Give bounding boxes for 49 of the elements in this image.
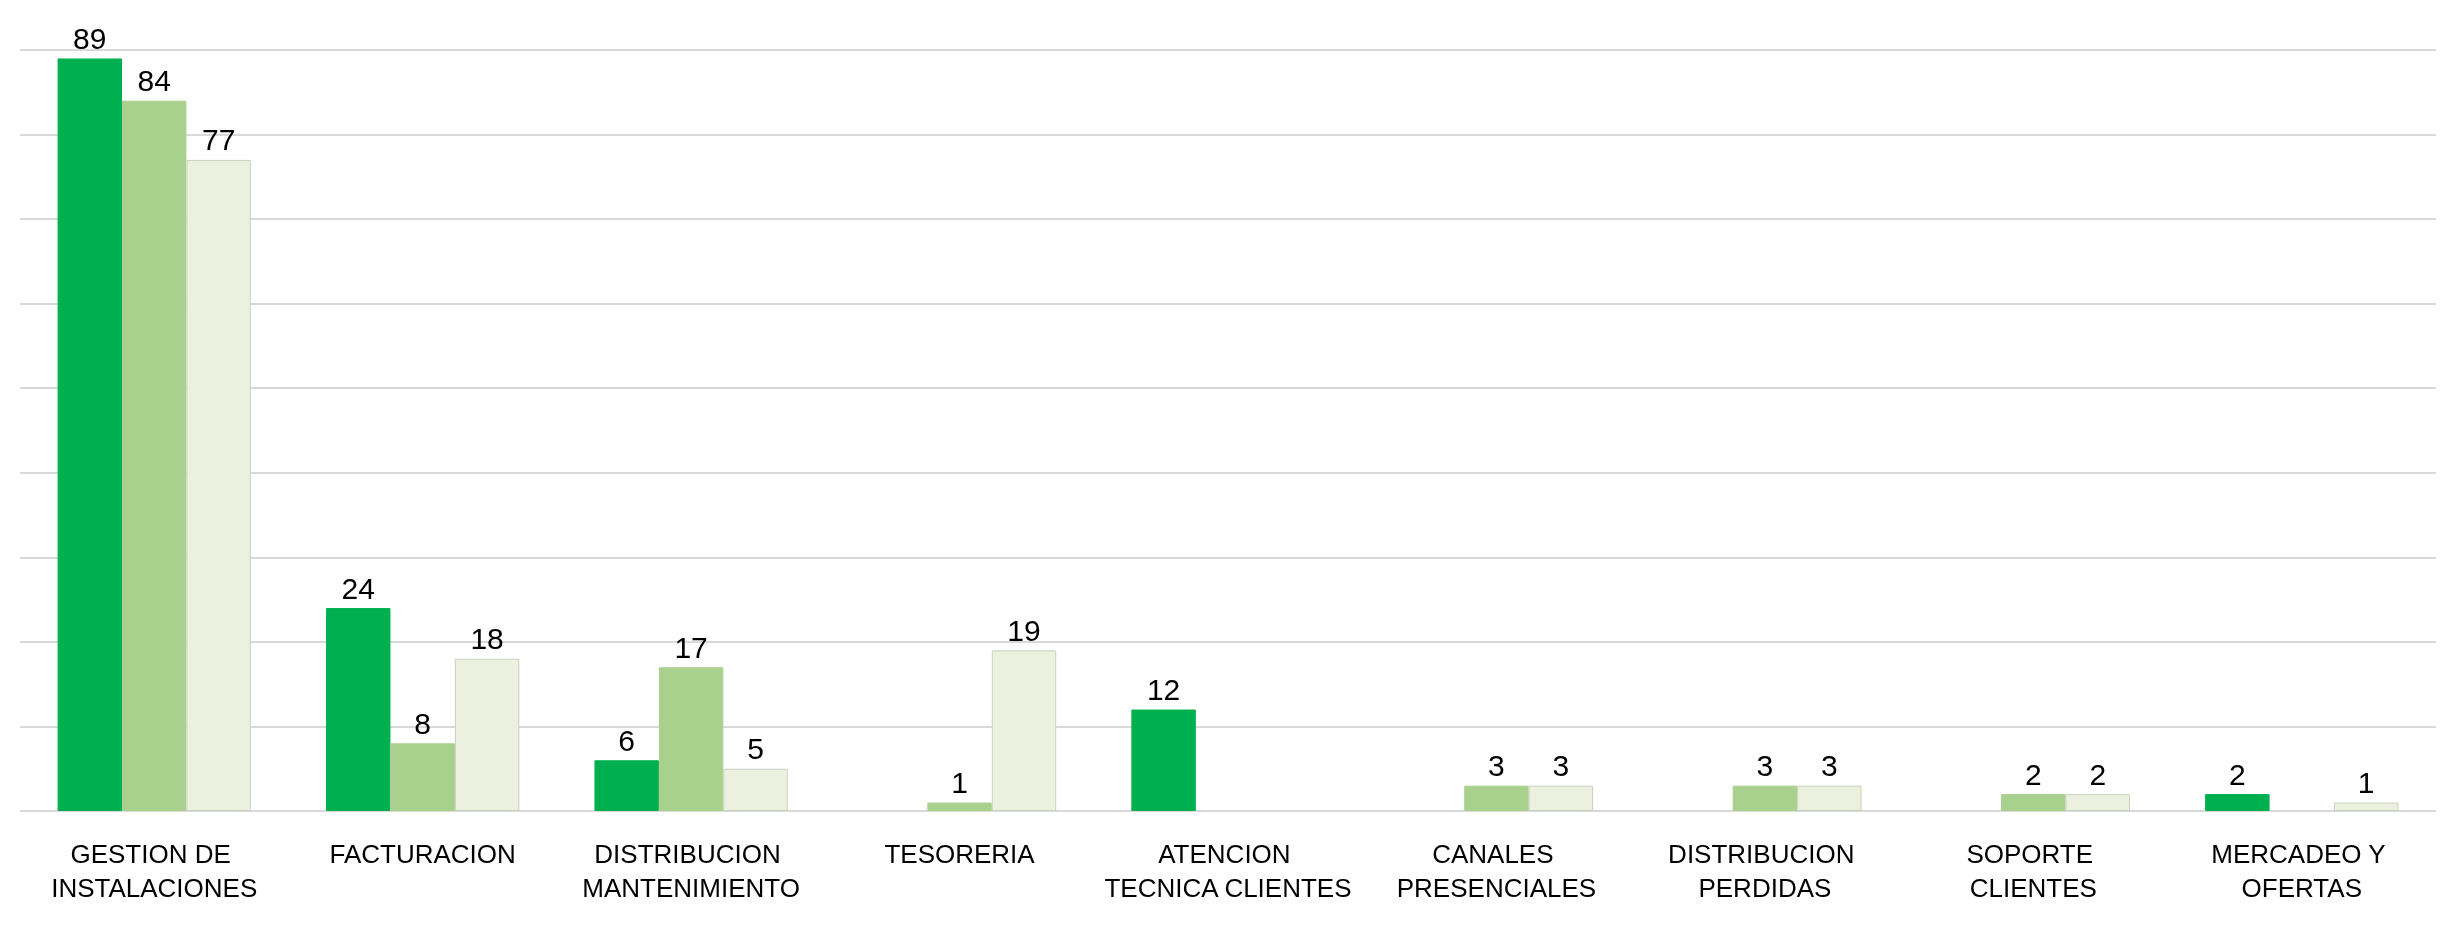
bar — [991, 650, 1057, 811]
data-label: 3 — [1552, 749, 1570, 783]
data-label: 3 — [1756, 749, 1774, 783]
data-label: 8 — [414, 706, 432, 740]
data-label: 5 — [747, 732, 764, 766]
data-label: 77 — [201, 123, 236, 157]
data-label: 2 — [2024, 757, 2042, 791]
bar — [2065, 794, 2130, 811]
x-tick-label: GESTION DE INSTALACIONES — [51, 839, 258, 903]
x-tick-label: FACTURACION — [329, 839, 516, 869]
x-tick-label: TESORERIA — [884, 839, 1036, 869]
data-label: 19 — [1007, 613, 1041, 647]
data-label: 6 — [618, 723, 636, 757]
bar — [2001, 794, 2066, 811]
data-label: 2 — [2089, 757, 2107, 791]
x-tick-label: DISTRIBUCION MANTENIMIENTO — [582, 839, 800, 903]
data-label: 12 — [1146, 673, 1181, 707]
bar — [2205, 794, 2270, 811]
bar — [186, 159, 251, 811]
data-label: 89 — [73, 21, 107, 55]
bar — [326, 608, 391, 811]
bar — [658, 667, 724, 811]
bar — [927, 802, 992, 811]
data-label: 3 — [1488, 749, 1505, 783]
bar — [2333, 802, 2399, 811]
data-label: 84 — [137, 64, 171, 98]
x-tick-label: DISTRIBUCION PERDIDAS — [1668, 839, 1862, 903]
data-label: 1 — [951, 766, 968, 800]
bar — [57, 58, 123, 811]
x-tick-label: MERCADEO Y OFERTAS — [2211, 839, 2393, 903]
bar — [723, 768, 788, 811]
bar — [1732, 785, 1798, 811]
data-label: 3 — [1820, 749, 1838, 783]
bar — [1528, 785, 1594, 811]
bar — [594, 760, 659, 811]
x-tick-label: CANALES PRESENCIALES — [1396, 839, 1597, 903]
bar — [122, 100, 187, 811]
bar — [1131, 709, 1196, 811]
bar — [1464, 785, 1529, 811]
bar — [390, 743, 455, 811]
data-label: 17 — [674, 630, 708, 664]
data-label: 24 — [341, 571, 375, 605]
bar — [454, 658, 520, 811]
bar — [1797, 785, 1862, 811]
data-label: 18 — [470, 622, 504, 656]
x-tick-label: SOPORTE CLIENTES — [1966, 839, 2101, 903]
data-label: 2 — [2229, 757, 2246, 791]
x-tick-label: ATENCION TECNICA CLIENTES — [1104, 839, 1352, 903]
data-label: 1 — [2357, 766, 2375, 800]
